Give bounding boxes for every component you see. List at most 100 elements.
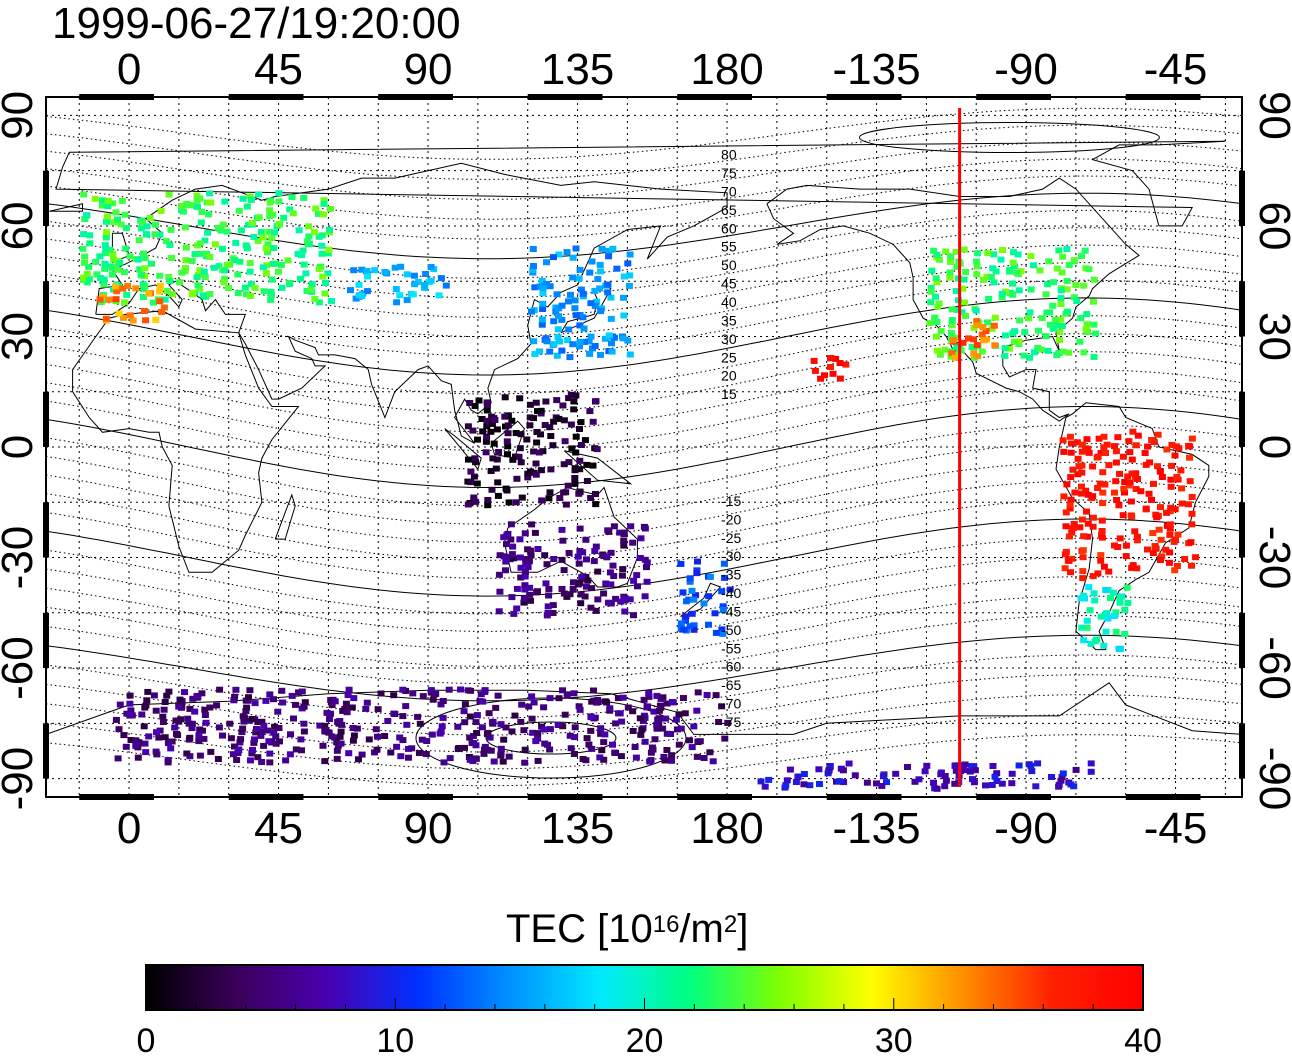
tec-cell bbox=[1125, 438, 1133, 445]
tec-cell bbox=[512, 499, 520, 506]
tec-cell bbox=[480, 750, 488, 757]
tec-cell bbox=[558, 586, 566, 592]
tec-cell bbox=[883, 779, 890, 786]
tec-cell bbox=[236, 739, 244, 746]
tec-cell bbox=[1056, 337, 1063, 343]
contour-label-south: -15 bbox=[721, 493, 741, 509]
tec-cell bbox=[577, 419, 585, 426]
tec-cell bbox=[588, 745, 596, 752]
tec-cell bbox=[502, 567, 509, 574]
tec-cell bbox=[1100, 444, 1108, 451]
tec-cell bbox=[601, 698, 609, 705]
tec-cell bbox=[659, 694, 667, 701]
tec-cell bbox=[244, 697, 252, 704]
tec-cell bbox=[248, 715, 256, 722]
tec-cell bbox=[592, 491, 599, 497]
tec-cell bbox=[188, 291, 196, 298]
tec-cell bbox=[1066, 433, 1074, 440]
tec-cell bbox=[300, 194, 308, 201]
tec-cell bbox=[307, 286, 315, 293]
tec-cell bbox=[836, 375, 844, 382]
tec-cell bbox=[178, 203, 185, 209]
tec-cell bbox=[345, 686, 353, 693]
tec-cell bbox=[245, 694, 252, 701]
tec-cell bbox=[565, 298, 572, 305]
tec-cell bbox=[234, 290, 242, 297]
tec-cell bbox=[1084, 520, 1092, 527]
tec-cell bbox=[528, 521, 536, 528]
tec-cell bbox=[947, 253, 955, 260]
tec-cell bbox=[624, 704, 632, 711]
tec-cell bbox=[718, 588, 726, 595]
tec-cell bbox=[641, 525, 649, 532]
tec-cell bbox=[570, 751, 578, 757]
tec-cell bbox=[299, 247, 307, 254]
tec-cell bbox=[806, 782, 814, 789]
tec-cell bbox=[621, 608, 629, 615]
tec-cell bbox=[960, 246, 968, 253]
tec-cell bbox=[1085, 266, 1093, 273]
tec-cell bbox=[1109, 589, 1117, 596]
tec-cell bbox=[973, 271, 981, 278]
tec-cell bbox=[176, 696, 184, 703]
tec-cell bbox=[344, 692, 352, 698]
tec-cell bbox=[686, 578, 694, 585]
tec-cell bbox=[1046, 321, 1054, 328]
tec-cell bbox=[550, 418, 558, 425]
tec-cell bbox=[629, 539, 637, 546]
tec-cell bbox=[1122, 553, 1130, 560]
tec-cell bbox=[1170, 538, 1178, 545]
tec-cell bbox=[1112, 478, 1120, 485]
tec-cell bbox=[81, 259, 88, 266]
lon-label-top: 135 bbox=[541, 45, 614, 94]
tec-cell bbox=[1184, 501, 1192, 508]
tec-cell bbox=[988, 782, 996, 788]
tec-cell bbox=[403, 297, 411, 304]
tec-cell bbox=[1079, 547, 1087, 554]
tec-cell bbox=[518, 494, 526, 501]
frame-bar-top bbox=[826, 94, 902, 100]
tec-cell bbox=[550, 254, 557, 261]
tec-cell bbox=[504, 443, 512, 450]
tec-cell bbox=[1121, 606, 1129, 613]
tec-cell bbox=[1009, 291, 1017, 298]
contour-label-north: 65 bbox=[721, 202, 737, 218]
tec-cell bbox=[1082, 326, 1090, 333]
tec-cell bbox=[491, 417, 499, 423]
tec-cell bbox=[156, 727, 164, 734]
tec-cell bbox=[1099, 489, 1107, 496]
tec-cell bbox=[592, 398, 600, 405]
tec-cell bbox=[164, 740, 172, 746]
tec-cell bbox=[1074, 471, 1082, 478]
tec-cell bbox=[271, 229, 279, 236]
contour-label-north: 30 bbox=[721, 331, 737, 347]
coastline bbox=[680, 582, 722, 617]
tec-cell bbox=[466, 734, 474, 741]
tec-cell bbox=[571, 475, 579, 481]
tec-cell bbox=[827, 364, 834, 370]
tec-cell bbox=[663, 747, 671, 753]
tec-cell bbox=[532, 399, 540, 406]
tec-cell bbox=[1053, 352, 1061, 359]
tec-cell bbox=[1057, 316, 1064, 323]
tec-cell bbox=[201, 274, 209, 281]
tec-cell bbox=[1008, 780, 1016, 787]
frame-bar-top bbox=[79, 94, 154, 100]
tec-cell bbox=[594, 699, 602, 705]
tec-cell bbox=[490, 440, 498, 447]
tec-cell bbox=[333, 747, 341, 754]
tec-cell bbox=[137, 272, 145, 279]
tec-cell bbox=[274, 708, 282, 715]
tec-cell bbox=[523, 436, 531, 443]
tec-cell bbox=[543, 612, 551, 619]
tec-cell bbox=[439, 698, 447, 704]
tec-cell bbox=[503, 487, 511, 494]
map-timestamp: 1999-06-27/19:20:00 bbox=[52, 0, 461, 48]
tec-cell bbox=[675, 711, 683, 718]
tec-cell bbox=[472, 459, 480, 466]
tec-cell bbox=[350, 267, 358, 274]
tec-cell bbox=[541, 422, 549, 428]
tec-cell bbox=[594, 596, 602, 603]
tec-cell bbox=[151, 231, 159, 238]
tec-cell bbox=[526, 591, 534, 598]
